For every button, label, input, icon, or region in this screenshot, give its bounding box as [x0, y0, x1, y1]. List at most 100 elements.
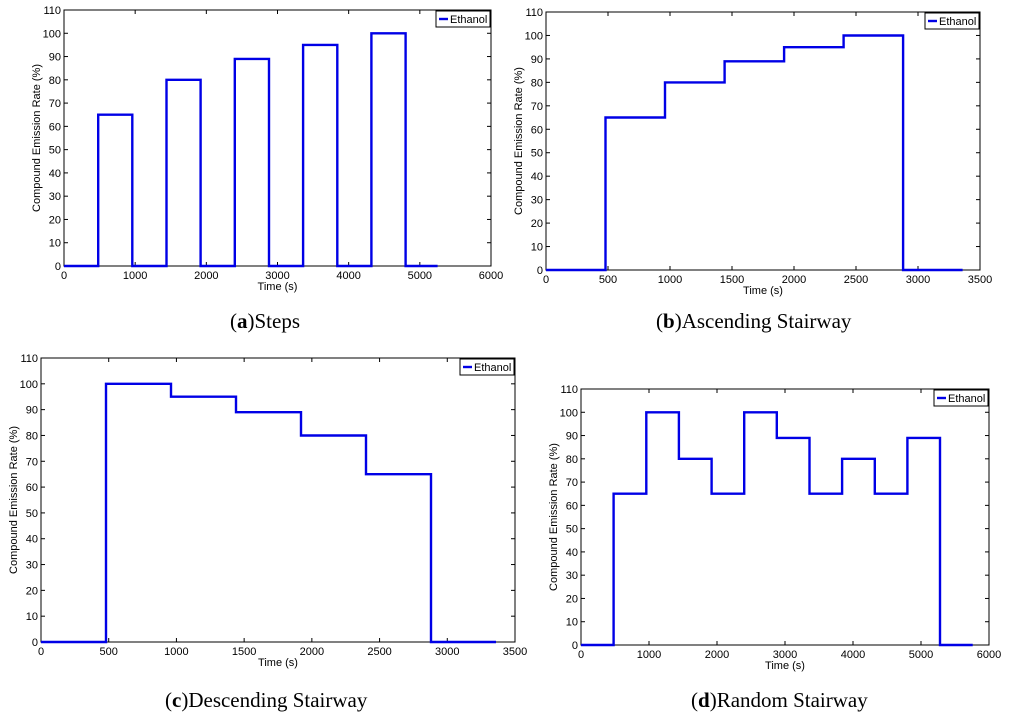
- y-tick-label: 100: [20, 379, 38, 391]
- y-tick-label: 60: [26, 482, 38, 494]
- chart-d: 0 1000 2000 3000 4000 5000 6000 0 10 20 30 40 50 60 70…: [548, 384, 1001, 672]
- y-tick-label: 20: [49, 214, 61, 226]
- x-tick-label: 3000: [435, 646, 459, 658]
- chart-b: 0 500 1000 1500 2000 2500 3000 3500 0 10 20 30 40 50 6…: [513, 7, 992, 297]
- caption-b: (b)Ascending Stairway: [656, 309, 852, 333]
- y-tick-label: 0: [572, 640, 578, 652]
- y-tick-label: 30: [531, 195, 543, 207]
- x-axis-label: Time (s): [765, 660, 805, 672]
- caption-b-text: Ascending Stairway: [681, 309, 852, 333]
- y-tick-label: 20: [566, 593, 578, 605]
- legend-box: [924, 12, 980, 30]
- y-axis-label: Compound Emission Rate (%): [31, 64, 43, 212]
- x-tick-label: 2000: [300, 646, 324, 658]
- x-tick-label: 1000: [658, 274, 682, 286]
- y-tick-label: 110: [43, 5, 61, 17]
- x-tick-label: 1500: [232, 646, 256, 658]
- y-tick-label: 80: [531, 77, 543, 89]
- x-tick-label: 0: [578, 649, 584, 661]
- y-tick-label: 110: [525, 7, 543, 19]
- y-tick-label: 50: [566, 524, 578, 536]
- y-tick-label: 70: [49, 98, 61, 110]
- legend-box: [459, 358, 515, 376]
- y-tick-label: 70: [26, 456, 38, 468]
- x-tick-label: 5000: [408, 270, 432, 282]
- legend-label: Ethanol: [948, 393, 985, 405]
- y-tick-label: 100: [560, 407, 578, 419]
- y-tick-label: 60: [566, 500, 578, 512]
- plot-frame-c: [40, 357, 516, 643]
- caption-a-letter: a: [237, 309, 248, 333]
- x-axis-label: Time (s): [743, 285, 783, 297]
- x-axis-label: Time (s): [258, 657, 298, 669]
- y-tick-label: 20: [531, 218, 543, 230]
- y-tick-label: 10: [531, 242, 543, 254]
- series-line-ethanol: [64, 32, 438, 268]
- y-axis-label: Compound Emission Rate (%): [8, 426, 20, 574]
- x-tick-label: 2000: [194, 270, 218, 282]
- y-tick-label: 80: [26, 430, 38, 442]
- y-tick-label: 90: [531, 54, 543, 66]
- y-tick-label: 50: [26, 508, 38, 520]
- y-tick-label: 100: [43, 28, 61, 40]
- y-tick-label: 90: [26, 405, 38, 417]
- x-tick-label: 1000: [637, 649, 661, 661]
- y-tick-label: 90: [49, 52, 61, 64]
- x-tick-label: 3000: [906, 274, 930, 286]
- caption-d-letter: d: [698, 688, 710, 712]
- x-tick-label: 2000: [705, 649, 729, 661]
- series-line-ethanol: [546, 34, 963, 272]
- chart-a: 0 1000 2000 3000 4000 5000 6000 0 10 20 30 40 50 60 70…: [31, 5, 503, 293]
- y-tick-label: 90: [566, 431, 578, 443]
- y-tick-label: 80: [566, 454, 578, 466]
- y-tick-label: 0: [32, 637, 38, 649]
- legend-label: Ethanol: [939, 16, 976, 28]
- x-tick-label: 1000: [123, 270, 147, 282]
- x-tick-label: 1000: [164, 646, 188, 658]
- x-tick-label: 3500: [968, 274, 992, 286]
- x-tick-label: 500: [100, 646, 118, 658]
- y-tick-label: 40: [531, 171, 543, 183]
- y-tick-label: 60: [531, 124, 543, 136]
- x-tick-label: 2500: [844, 274, 868, 286]
- y-tick-label: 60: [49, 121, 61, 133]
- y-tick-label: 10: [26, 611, 38, 623]
- y-tick-label: 110: [560, 384, 578, 396]
- y-tick-label: 100: [525, 30, 543, 42]
- y-tick-label: 10: [566, 617, 578, 629]
- x-tick-label: 6000: [479, 270, 503, 282]
- x-tick-label: 5000: [909, 649, 933, 661]
- x-tick-label: 4000: [841, 649, 865, 661]
- y-tick-label: 30: [49, 191, 61, 203]
- chart-c: 0 500 1000 1500 2000 2500 3000 3500 0 10 20 30 40 50 6…: [8, 353, 527, 669]
- y-axis-label: Compound Emission Rate (%): [548, 443, 560, 591]
- y-tick-label: 20: [26, 585, 38, 597]
- y-tick-label: 50: [531, 148, 543, 160]
- legend-box: [933, 389, 989, 407]
- y-tick-label: 0: [55, 261, 61, 273]
- x-tick-label: 500: [599, 274, 617, 286]
- y-tick-label: 40: [49, 168, 61, 180]
- y-tick-label: 110: [20, 353, 38, 365]
- x-tick-label: 3500: [503, 646, 527, 658]
- legend-box: [435, 10, 491, 28]
- plot-frame-d: [580, 388, 990, 646]
- caption-a: (a)Steps: [230, 309, 301, 333]
- caption-d-text: Random Stairway: [716, 688, 868, 712]
- caption-c-text: Descending Stairway: [188, 688, 368, 712]
- x-tick-label: 1500: [720, 274, 744, 286]
- x-axis-label: Time (s): [258, 281, 298, 293]
- x-tick-label: 6000: [977, 649, 1001, 661]
- caption-d: (d)Random Stairway: [691, 688, 868, 712]
- x-tick-label: 2500: [367, 646, 391, 658]
- y-tick-label: 0: [537, 265, 543, 277]
- y-tick-label: 70: [566, 477, 578, 489]
- y-tick-label: 70: [531, 101, 543, 113]
- y-tick-label: 30: [26, 560, 38, 572]
- caption-b-letter: b: [663, 309, 675, 333]
- caption-c: (c)Descending Stairway: [165, 688, 368, 712]
- x-tick-label: 0: [38, 646, 44, 658]
- y-tick-label: 40: [26, 534, 38, 546]
